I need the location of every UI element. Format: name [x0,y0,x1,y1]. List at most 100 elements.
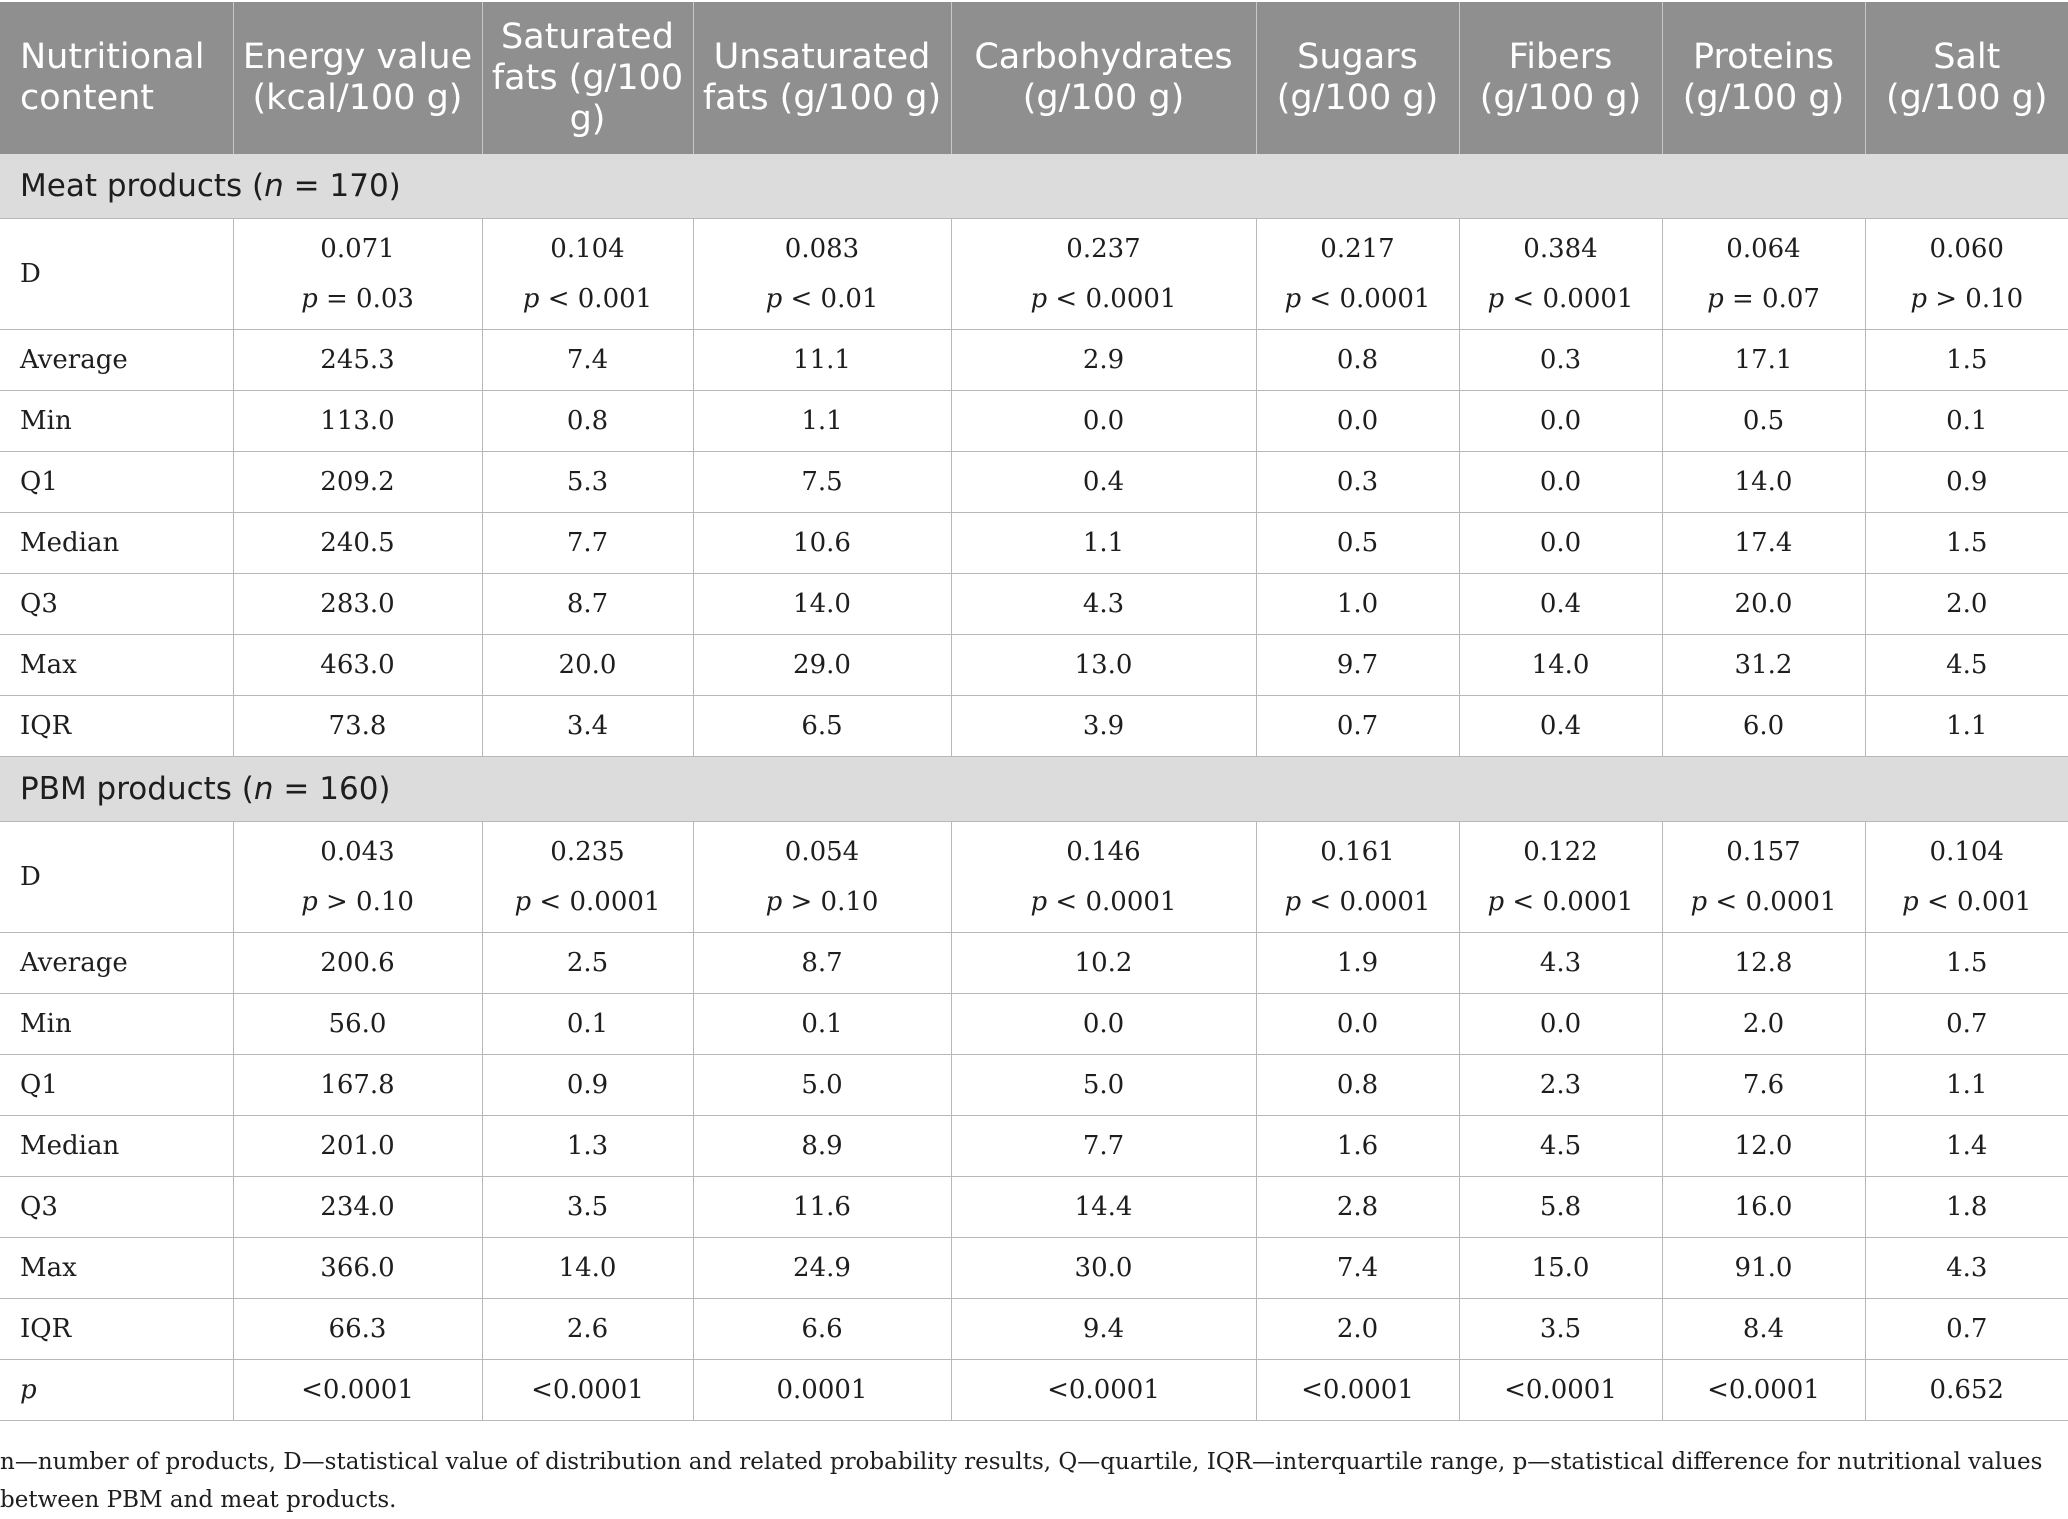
table-row-d: D 0.071 p = 0.03 0.104 p < 0.001 0.083 p < 0.0… [0,218,2068,330]
table-cell: <0.0001 [1662,1359,1866,1421]
section-title: PBM products (n = 160) [0,756,2068,822]
table-cell: 4.5 [1865,634,2068,696]
p-value-text: < 0.0001 [1504,284,1634,314]
table-cell: 2.9 [951,329,1257,391]
table-row: Median 201.0 1.3 8.9 7.7 1.6 4.5 12.0 1.4 [0,1115,2068,1177]
table-cell: 20.0 [482,634,694,696]
table-cell-d: 0.217 p < 0.0001 [1256,218,1460,330]
table-row-d: D 0.043 p > 0.10 0.235 p < 0.0001 0.054 p > 0.… [0,821,2068,933]
p-value: p < 0.001 [487,274,689,324]
d-value: 0.217 [1320,234,1395,264]
table-cell: 2.5 [482,932,694,994]
table-cell: 0.4 [1459,695,1663,757]
row-label: Average [0,932,234,994]
table-cell: 56.0 [233,993,483,1055]
section-title-n: n [253,771,274,807]
table-cell: 6.5 [693,695,952,757]
row-label: Q1 [0,1054,234,1116]
table-cell-d: 0.083 p < 0.01 [693,218,952,330]
table-cell: 113.0 [233,390,483,452]
table-cell: 91.0 [1662,1237,1866,1299]
table-cell: 1.5 [1865,329,2068,391]
table-cell: 4.3 [951,573,1257,635]
table-cell: 0.4 [1459,573,1663,635]
p-value: p > 0.10 [238,877,478,927]
table-cell: 0.3 [1256,451,1460,513]
table-cell: 0.8 [482,390,694,452]
table-cell: 2.6 [482,1298,694,1360]
table-row: Q3 283.0 8.7 14.0 4.3 1.0 0.4 20.0 2.0 [0,573,2068,635]
table-cell: 13.0 [951,634,1257,696]
nutrition-table: Nutritional content Energy value (kcal/1… [0,2,2068,1421]
table-row: Average 245.3 7.4 11.1 2.9 0.8 0.3 17.1 1.5 [0,329,2068,391]
header-sugars: Sugars (g/100 g) [1256,2,1460,154]
table-cell: 9.7 [1256,634,1460,696]
table-cell: 2.3 [1459,1054,1663,1116]
d-value: 0.083 [784,234,860,264]
d-value: 0.104 [1929,837,2004,867]
table-cell: 5.3 [482,451,694,513]
p-value-text: > 0.10 [782,887,879,917]
table-cell: 0.8 [1256,329,1460,391]
p-value-text: < 0.01 [782,284,879,314]
table-cell: 366.0 [233,1237,483,1299]
d-value: 0.237 [1066,234,1141,264]
table-cell: 1.1 [693,390,952,452]
table-cell: 3.5 [1459,1298,1663,1360]
p-value: p < 0.0001 [1261,274,1455,324]
p-value-text: < 0.0001 [531,887,661,917]
header-proteins: Proteins (g/100 g) [1662,2,1866,154]
table-cell: 0.1 [693,993,952,1055]
table-cell: 245.3 [233,329,483,391]
table-cell: 463.0 [233,634,483,696]
p-symbol: p [1030,887,1048,917]
table-cell: 6.0 [1662,695,1866,757]
header-saturated-fats: Saturated fats (g/100 g) [482,2,694,154]
p-value-text: > 0.10 [1926,284,2024,314]
p-symbol: p [1707,284,1724,314]
table-cell: 0.5 [1662,390,1866,452]
p-value: p > 0.10 [1870,274,2065,324]
row-label: Max [0,1237,234,1299]
table-cell: 0.9 [482,1054,694,1116]
table-cell: 0.0 [1459,993,1663,1055]
table-row: IQR 66.3 2.6 6.6 9.4 2.0 3.5 8.4 0.7 [0,1298,2068,1360]
table-cell: 7.7 [951,1115,1257,1177]
p-symbol: p [522,284,540,314]
d-value: 0.104 [550,234,625,264]
table-cell: 24.9 [693,1237,952,1299]
d-value: 0.064 [1726,234,1801,264]
section-title-suffix: = 160) [273,771,391,807]
table-cell: 0.4 [951,451,1257,513]
p-value-text: < 0.0001 [1047,284,1177,314]
p-symbol: p [1487,284,1505,314]
header-salt: Salt (g/100 g) [1865,2,2068,154]
table-cell: 7.4 [482,329,694,391]
row-label: Q1 [0,451,234,513]
table-cell: 1.5 [1865,512,2068,574]
table-cell: 1.5 [1865,932,2068,994]
section-title-prefix: Meat products ( [20,168,265,204]
table-cell-d: 0.064 p = 0.07 [1662,218,1866,330]
p-value: p < 0.0001 [956,877,1252,927]
table-cell-d: 0.161 p < 0.0001 [1256,821,1460,933]
table-row: Min 113.0 0.8 1.1 0.0 0.0 0.0 0.5 0.1 [0,390,2068,452]
table-cell: 0.0 [1459,451,1663,513]
table-cell: 234.0 [233,1176,483,1238]
table-footnote: n—number of products, D—statistical valu… [0,1449,2043,1513]
table-cell: 1.8 [1865,1176,2068,1238]
header-fibers: Fibers (g/100 g) [1459,2,1663,154]
table-cell: 7.5 [693,451,952,513]
table-cell-d: 0.071 p = 0.03 [233,218,483,330]
header-nutritional-content: Nutritional content [0,2,234,154]
table-cell: 14.0 [1662,451,1866,513]
row-label: Q3 [0,573,234,635]
p-symbol: p [1690,887,1708,917]
p-value: p > 0.10 [698,877,947,927]
table-cell: 11.6 [693,1176,952,1238]
table-cell: 8.9 [693,1115,952,1177]
p-symbol: p [1284,887,1302,917]
table-cell: 0.5 [1256,512,1460,574]
table-cell: 8.4 [1662,1298,1866,1360]
table-row: Q3 234.0 3.5 11.6 14.4 2.8 5.8 16.0 1.8 [0,1176,2068,1238]
